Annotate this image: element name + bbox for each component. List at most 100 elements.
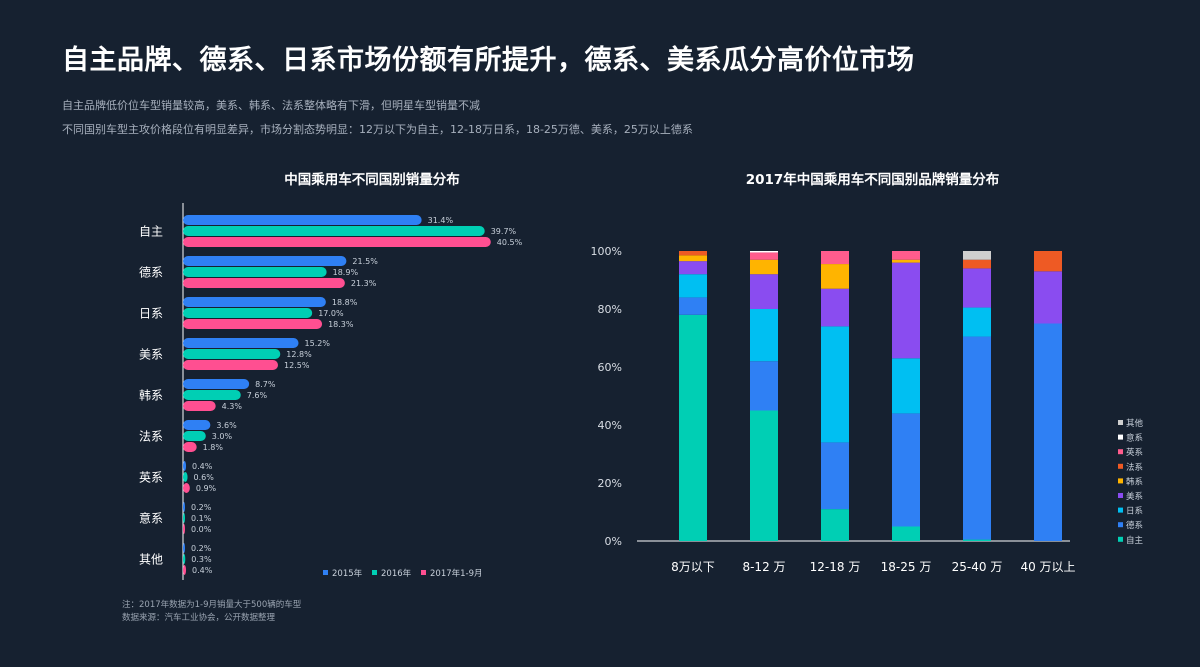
- value-label-意系-2017年1-9月: 0.0%: [191, 525, 212, 534]
- x-tick-label-12-18万: 12-18 万: [810, 560, 861, 574]
- value-label-韩系-2017年1-9月: 4.3%: [222, 402, 243, 411]
- legend-swatch-2017年1-9月: [421, 570, 426, 575]
- segment-40万以上-法系: [1034, 251, 1062, 272]
- segment-12-18万-自主: [821, 509, 849, 541]
- segment-25-40万-法系: [963, 259, 991, 269]
- legend-label-自主: 自主: [1126, 535, 1144, 546]
- category-label-其他: 其他: [139, 553, 163, 567]
- legend-label-2015年: 2015年: [332, 568, 363, 579]
- legend-label-其他: 其他: [1126, 418, 1144, 429]
- y-tick-label-60: 60%: [598, 361, 622, 374]
- segment-40万以上-德系: [1034, 323, 1062, 541]
- value-label-其他-2015年: 0.2%: [191, 544, 212, 553]
- segment-8-12万-日系: [750, 309, 778, 362]
- bar-自主-2017年1-9月: [183, 237, 491, 247]
- bar-意系-2015年: [183, 502, 185, 512]
- bar-日系-2015年: [183, 297, 326, 307]
- legend-swatch-德系: [1118, 522, 1123, 528]
- bar-德系-2017年1-9月: [183, 278, 345, 288]
- category-label-自主: 自主: [139, 225, 163, 239]
- segment-8万以下-韩系: [679, 255, 707, 262]
- bar-英系-2017年1-9月: [183, 483, 190, 493]
- x-tick-label-25-40万: 25-40 万: [952, 560, 1003, 574]
- value-label-自主-2017年1-9月: 40.5%: [497, 238, 523, 247]
- bar-韩系-2016年: [183, 390, 241, 400]
- value-label-韩系-2016年: 7.6%: [247, 391, 268, 400]
- segment-8万以下-日系: [679, 274, 707, 298]
- legend-swatch-2016年: [372, 570, 377, 575]
- bar-其他-2015年: [183, 543, 185, 553]
- right-chart-title: 2017年中国乘用车不同国别品牌销量分布: [745, 172, 1000, 188]
- legend-swatch-韩系: [1118, 478, 1123, 484]
- bar-德系-2015年: [183, 256, 347, 266]
- legend-swatch-意系: [1118, 434, 1123, 440]
- bar-法系-2017年1-9月: [183, 442, 197, 452]
- legend-label-2016年: 2016年: [381, 568, 412, 579]
- bar-意系-2016年: [183, 513, 185, 523]
- legend-swatch-自主: [1118, 536, 1123, 542]
- value-label-美系-2016年: 12.8%: [286, 350, 312, 359]
- segment-40万以上-美系: [1034, 271, 1062, 324]
- segment-8万以下-自主: [679, 314, 707, 541]
- segment-25-40万-自主: [963, 539, 991, 541]
- value-label-日系-2017年1-9月: 18.3%: [328, 320, 354, 329]
- value-label-其他-2017年1-9月: 0.4%: [192, 566, 213, 575]
- segment-8-12万-意系: [750, 251, 778, 253]
- bar-韩系-2017年1-9月: [183, 401, 216, 411]
- y-tick-label-100: 100%: [591, 245, 622, 258]
- bar-其他-2017年1-9月: [183, 565, 187, 575]
- category-label-德系: 德系: [139, 265, 163, 280]
- legend-label-美系: 美系: [1126, 491, 1143, 502]
- segment-25-40万-日系: [963, 307, 991, 337]
- y-tick-label-80: 80%: [598, 303, 622, 316]
- value-label-德系-2017年1-9月: 21.3%: [351, 279, 377, 288]
- footnote: 注：2017年数据为1-9月销量大于500辆的车型: [122, 600, 302, 610]
- segment-25-40万-德系: [963, 336, 991, 540]
- bar-韩系-2015年: [183, 379, 250, 389]
- segment-25-40万-其他: [963, 251, 991, 260]
- category-label-英系: 英系: [139, 471, 163, 485]
- segment-8-12万-英系: [750, 252, 778, 260]
- value-label-日系-2016年: 17.0%: [318, 309, 344, 318]
- subtitle-1: 自主品牌低价位车型销量较高，美系、韩系、法系整体略有下滑，但明星车型销量不减: [62, 99, 480, 112]
- value-label-英系-2017年1-9月: 0.9%: [196, 484, 217, 493]
- value-label-意系-2016年: 0.1%: [191, 514, 212, 523]
- segment-18-25万-日系: [892, 358, 920, 414]
- legend-label-法系: 法系: [1126, 462, 1143, 473]
- segment-8万以下-法系: [679, 251, 707, 256]
- value-label-日系-2015年: 18.8%: [332, 298, 358, 307]
- bar-英系-2016年: [183, 472, 188, 482]
- left-chart-title: 中国乘用车不同国别销量分布: [284, 172, 460, 188]
- value-label-意系-2015年: 0.2%: [191, 503, 212, 512]
- value-label-美系-2015年: 15.2%: [305, 339, 331, 348]
- segment-8-12万-美系: [750, 274, 778, 309]
- bar-美系-2017年1-9月: [183, 360, 278, 370]
- legend-swatch-美系: [1118, 493, 1123, 498]
- segment-18-25万-美系: [892, 262, 920, 359]
- y-tick-label-0: 0%: [605, 535, 622, 548]
- y-tick-label-20: 20%: [598, 477, 622, 490]
- segment-8-12万-自主: [750, 410, 778, 541]
- segment-12-18万-德系: [821, 442, 849, 510]
- legend-label-韩系: 韩系: [1126, 476, 1143, 487]
- category-label-韩系: 韩系: [139, 388, 163, 403]
- segment-12-18万-美系: [821, 288, 849, 327]
- legend-swatch-法系: [1118, 463, 1123, 469]
- bar-英系-2015年: [183, 461, 187, 471]
- segment-8万以下-德系: [679, 297, 707, 315]
- data-source: 数据来源：汽车工业协会，公开数据整理: [122, 613, 276, 623]
- value-label-德系-2016年: 18.9%: [333, 268, 359, 277]
- category-label-美系: 美系: [139, 348, 163, 362]
- page-title: 自主品牌、德系、日系市场份额有所提升，德系、美系瓜分高价位市场: [62, 45, 915, 76]
- value-label-韩系-2015年: 8.7%: [255, 380, 276, 389]
- legend-label-英系: 英系: [1126, 447, 1143, 458]
- value-label-德系-2015年: 21.5%: [352, 257, 378, 266]
- bar-法系-2016年: [183, 431, 206, 441]
- y-tick-label-40: 40%: [598, 419, 622, 432]
- legend-label-意系: 意系: [1126, 433, 1143, 444]
- legend-swatch-日系: [1118, 507, 1123, 513]
- value-label-自主-2015年: 31.4%: [428, 216, 454, 225]
- bar-美系-2016年: [183, 349, 281, 359]
- bar-自主-2016年: [183, 226, 485, 236]
